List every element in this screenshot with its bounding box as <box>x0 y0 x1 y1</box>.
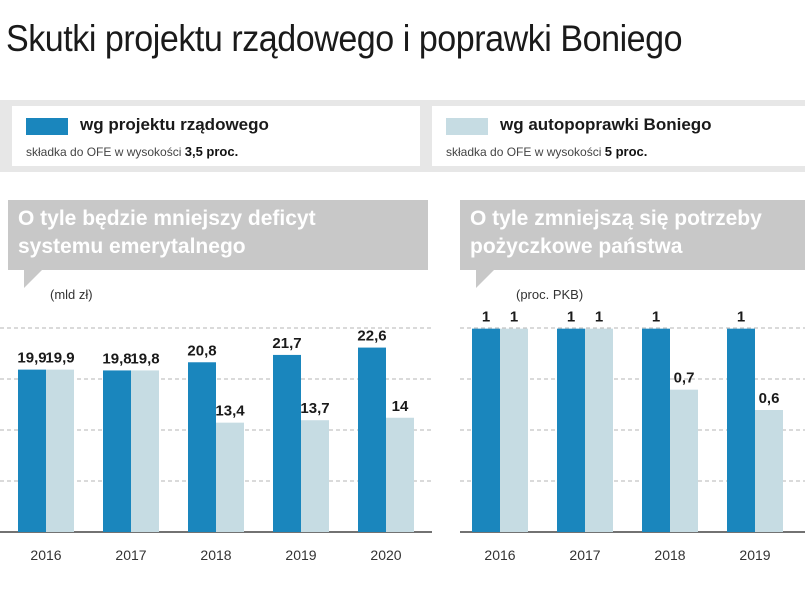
data-label-government-2016: 1 <box>482 309 490 326</box>
panel-title-borrowing-tail <box>476 270 494 288</box>
data-label-government-2018: 20,8 <box>187 342 216 359</box>
data-label-government-2018: 1 <box>652 309 660 326</box>
panel-title-deficit-text: O tyle będzie mniejszy deficyt systemu e… <box>18 207 316 258</box>
x-tick-label-2016: 2016 <box>30 547 61 563</box>
data-label-amendment-2019: 13,7 <box>300 400 329 417</box>
x-tick-label-2016: 2016 <box>484 547 515 563</box>
bar-amendment-2019 <box>755 410 783 532</box>
x-tick-label-2019: 2019 <box>739 547 770 563</box>
x-tick-label-2018: 2018 <box>200 547 231 563</box>
legend-sub-prefix: składka do OFE w wysokości <box>446 145 602 159</box>
legend-label-government: wg projektu rządowego <box>80 115 269 134</box>
x-tick-label-2018: 2018 <box>654 547 685 563</box>
chart-borrowing: 1 1 2016 1 1 2017 1 0,7 2018 1 0,6 2019 <box>460 309 805 563</box>
bar-government-2017 <box>103 370 131 532</box>
bar-amendment-2016 <box>500 328 528 532</box>
chart-title: Skutki projektu rządowego i poprawki Bon… <box>6 18 683 59</box>
bar-amendment-2020 <box>386 417 414 532</box>
bar-government-2018 <box>188 362 216 532</box>
legend-label-amendment: wg autopoprawki Boniego <box>500 115 712 134</box>
data-label-amendment-2017: 19,8 <box>130 350 159 367</box>
data-label-amendment-2017: 1 <box>595 309 603 326</box>
data-label-government-2019: 1 <box>737 309 745 326</box>
data-label-government-2017: 1 <box>567 309 575 326</box>
legend-item-government: wg projektu rządowego składka do OFE w w… <box>12 106 420 166</box>
bar-amendment-2016 <box>46 369 74 532</box>
bar-amendment-2019 <box>301 420 329 532</box>
unit-label-deficit: (mld zł) <box>50 287 93 302</box>
x-tick-label-2020: 2020 <box>370 547 401 563</box>
x-tick-label-2017: 2017 <box>115 547 146 563</box>
unit-label-borrowing: (proc. PKB) <box>516 287 584 302</box>
bar-government-2016 <box>18 369 46 532</box>
chart-deficit: 19,919,9 2016 19,819,8 2017 20,8 13,4 2018 21,7… <box>0 327 432 563</box>
bar-amendment-2017 <box>585 328 613 532</box>
bar-government-2020 <box>358 347 386 532</box>
panel-title-deficit-tail <box>24 270 42 288</box>
legend-sub-value: 5 proc. <box>604 144 648 159</box>
bar-government-2016 <box>472 328 500 532</box>
legend-sub-government: składka do OFE w wysokości 3,5 proc. <box>26 144 238 159</box>
data-label-amendment-2016: 19,9 <box>45 350 74 367</box>
legend-sub-amendment: składka do OFE w wysokości 5 proc. <box>446 144 647 159</box>
legend-item-amendment: wg autopoprawki Boniego składka do OFE w… <box>432 106 805 166</box>
bar-amendment-2018 <box>670 389 698 532</box>
x-tick-label-2019: 2019 <box>285 547 316 563</box>
panel-title-borrowing: O tyle zmniejszą się potrzeby pożyczkowe… <box>460 200 805 270</box>
legend-sub-value: 3,5 proc. <box>184 144 239 159</box>
legend: wg projektu rządowego składka do OFE w w… <box>0 100 805 172</box>
x-tick-label-2017: 2017 <box>569 547 600 563</box>
data-label-amendment-2020: 14 <box>392 398 409 415</box>
panel-title-deficit: O tyle będzie mniejszy deficyt systemu e… <box>8 200 428 270</box>
bar-government-2017 <box>557 328 585 532</box>
data-label-government-2016: 19,9 <box>17 350 46 367</box>
data-label-amendment-2018: 13,4 <box>215 403 245 420</box>
data-label-amendment-2018: 0,7 <box>674 370 695 387</box>
panel-title-borrowing-text: O tyle zmniejszą się potrzeby pożyczkowe… <box>470 207 762 258</box>
bar-amendment-2018 <box>216 422 244 532</box>
bar-government-2018 <box>642 328 670 532</box>
legend-sub-prefix: składka do OFE w wysokości <box>26 145 182 159</box>
data-label-amendment-2019: 0,6 <box>759 390 780 407</box>
bar-government-2019 <box>727 328 755 532</box>
legend-swatch-amendment <box>446 118 488 135</box>
data-label-government-2017: 19,8 <box>102 350 131 367</box>
data-label-government-2019: 21,7 <box>272 335 301 352</box>
bar-government-2019 <box>273 354 301 532</box>
legend-swatch-government <box>26 118 68 135</box>
data-label-government-2020: 22,6 <box>357 328 386 345</box>
data-label-amendment-2016: 1 <box>510 309 518 326</box>
bar-amendment-2017 <box>131 370 159 532</box>
